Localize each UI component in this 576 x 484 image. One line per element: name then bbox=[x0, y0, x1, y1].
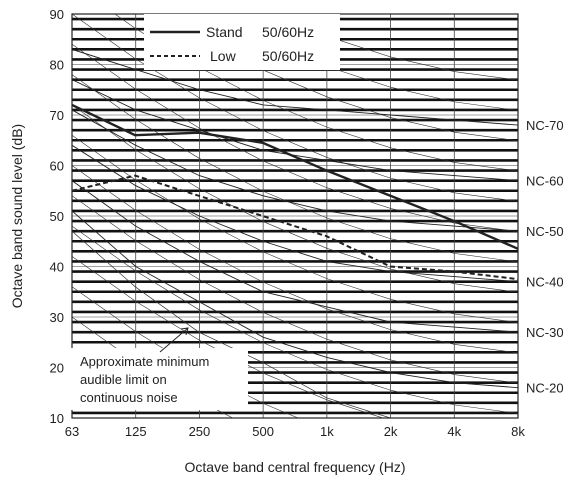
nc-label: NC-30 bbox=[526, 325, 564, 340]
diagonal-guide-line bbox=[72, 134, 518, 323]
y-tick-label: 40 bbox=[50, 260, 64, 275]
diagonal-guide-line bbox=[72, 225, 518, 414]
y-tick-labels: 10 20 30 40 50 60 70 80 90 bbox=[50, 7, 64, 426]
audible-limit-annotation: Approximate minimum audible limit on con… bbox=[68, 327, 248, 410]
y-axis-title: Octave band sound level (dB) bbox=[9, 124, 25, 308]
nc-label: NC-50 bbox=[526, 224, 564, 239]
diagonal-guide-line bbox=[72, 286, 299, 418]
legend-value-low: 50/60Hz bbox=[262, 48, 314, 64]
y-tick-label: 90 bbox=[50, 7, 64, 22]
series-line-low bbox=[71, 174, 519, 281]
diagonal-guide-line bbox=[160, 14, 518, 142]
y-tick-label: 70 bbox=[50, 108, 64, 123]
diagonal-guide-line bbox=[72, 256, 384, 418]
annotation-arrow bbox=[159, 327, 189, 353]
audible-limit-curve bbox=[72, 230, 391, 418]
y-tick-label: 60 bbox=[50, 159, 64, 174]
nc-label: NC-60 bbox=[526, 174, 564, 189]
diagonal-guide-line bbox=[72, 44, 518, 232]
x-tick-label: 125 bbox=[125, 424, 147, 439]
annotation-line-1: Approximate minimum bbox=[80, 354, 209, 369]
y-tick-label: 30 bbox=[50, 310, 64, 325]
series-lines bbox=[71, 103, 519, 281]
nc-label: NC-20 bbox=[526, 381, 564, 396]
x-tick-label: 1k bbox=[320, 424, 334, 439]
diagonal-guide-line bbox=[72, 165, 518, 354]
annotation-line-2: audible limit on bbox=[80, 372, 167, 387]
nc-curve bbox=[72, 79, 518, 182]
annotation-line-3: continuous noise bbox=[80, 390, 178, 405]
nc-label: NC-40 bbox=[526, 275, 564, 290]
x-axis-title: Octave band central frequency (Hz) bbox=[185, 459, 406, 475]
diagonal-guide-line bbox=[72, 195, 518, 384]
legend-label-stand: Stand bbox=[206, 24, 243, 40]
diagonal-guide-lines bbox=[72, 14, 518, 418]
nc-curve bbox=[72, 180, 518, 333]
y-tick-label: 80 bbox=[50, 58, 64, 73]
legend-value-stand: 50/60Hz bbox=[262, 24, 314, 40]
legend-label-low: Low bbox=[210, 48, 237, 64]
nc-curve bbox=[72, 48, 518, 126]
y-tick-label: 20 bbox=[50, 361, 64, 376]
y-tick-label: 50 bbox=[50, 209, 64, 224]
x-tick-label: 2k bbox=[384, 424, 398, 439]
x-tick-label: 8k bbox=[511, 424, 525, 439]
x-tick-label: 250 bbox=[189, 424, 211, 439]
x-tick-label: 500 bbox=[252, 424, 274, 439]
diagonal-guide-line bbox=[72, 104, 518, 293]
legend: Stand 50/60Hz Low 50/60Hz bbox=[144, 14, 340, 70]
nc-label: NC-70 bbox=[526, 118, 564, 133]
y-tick-label: 10 bbox=[50, 411, 64, 426]
nc-curves bbox=[72, 48, 518, 418]
nc-curve bbox=[72, 109, 518, 232]
series-line-stand bbox=[71, 103, 519, 250]
annotation-arrowhead bbox=[180, 327, 189, 336]
nc-labels: NC-70 NC-60 NC-50 NC-40 NC-30 NC-20 bbox=[526, 118, 564, 396]
diagonal-guide-line bbox=[72, 74, 518, 263]
nc-curve bbox=[72, 210, 518, 389]
nc-curve bbox=[72, 144, 518, 283]
x-tick-labels: 63 125 250 500 1k 2k 4k 8k bbox=[65, 424, 526, 439]
x-tick-label: 4k bbox=[447, 424, 461, 439]
x-tick-label: 63 bbox=[65, 424, 79, 439]
